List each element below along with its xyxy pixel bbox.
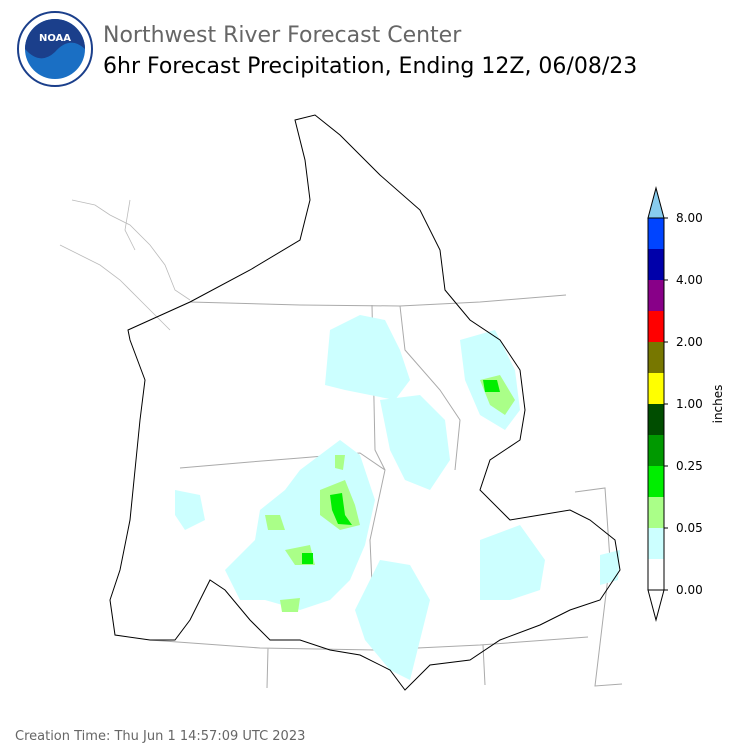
logo-bird: [25, 19, 85, 59]
colorbar-tick-label: 0.00: [676, 583, 703, 597]
title: Northwest River Forecast Center: [103, 23, 462, 48]
colorbar-tick-label: 2.00: [676, 335, 703, 349]
colorbar-label: inches: [711, 385, 725, 424]
colorbar-bin: [648, 404, 664, 435]
colorbar-bin: [648, 280, 664, 311]
colorbar-tick-label: 8.00: [676, 211, 703, 225]
colorbar-under: [647, 589, 665, 622]
precip-area: [175, 315, 620, 680]
map: [59, 114, 623, 691]
logo: NOAA: [17, 11, 93, 87]
colorbar: 0.00 0.05 0.25 1.00 2.00 4.00 8.00: [647, 186, 703, 622]
colorbar-bin: [648, 311, 664, 342]
basin-outline: [109, 114, 621, 691]
colorbar-bin: [648, 435, 664, 466]
colorbar-bin: [648, 559, 664, 590]
border-canada: [189, 294, 567, 307]
colorbar-bin: [648, 249, 664, 280]
colorbar-bin: [648, 466, 664, 497]
colorbar-bin: [648, 218, 664, 249]
colorbar-bin: [648, 528, 664, 559]
colorbar-tick-label: 0.25: [676, 459, 703, 473]
colorbar-bin: [648, 497, 664, 528]
colorbar-over: [647, 186, 665, 219]
subtitle: 6hr Forecast Precipitation, Ending 12Z, …: [103, 54, 637, 79]
colorbar-tick-label: 1.00: [676, 397, 703, 411]
colorbar-tick-label: 0.05: [676, 521, 703, 535]
colorbar-bin: [648, 342, 664, 373]
coastline-canada: [59, 199, 191, 331]
colorbar-tick-label: 4.00: [676, 273, 703, 287]
precip-area: [265, 375, 515, 612]
creation-time: Creation Time: Thu Jun 1 14:57:09 UTC 20…: [15, 729, 305, 744]
colorbar-bin: [648, 373, 664, 404]
logo-text: NOAA: [39, 33, 71, 44]
